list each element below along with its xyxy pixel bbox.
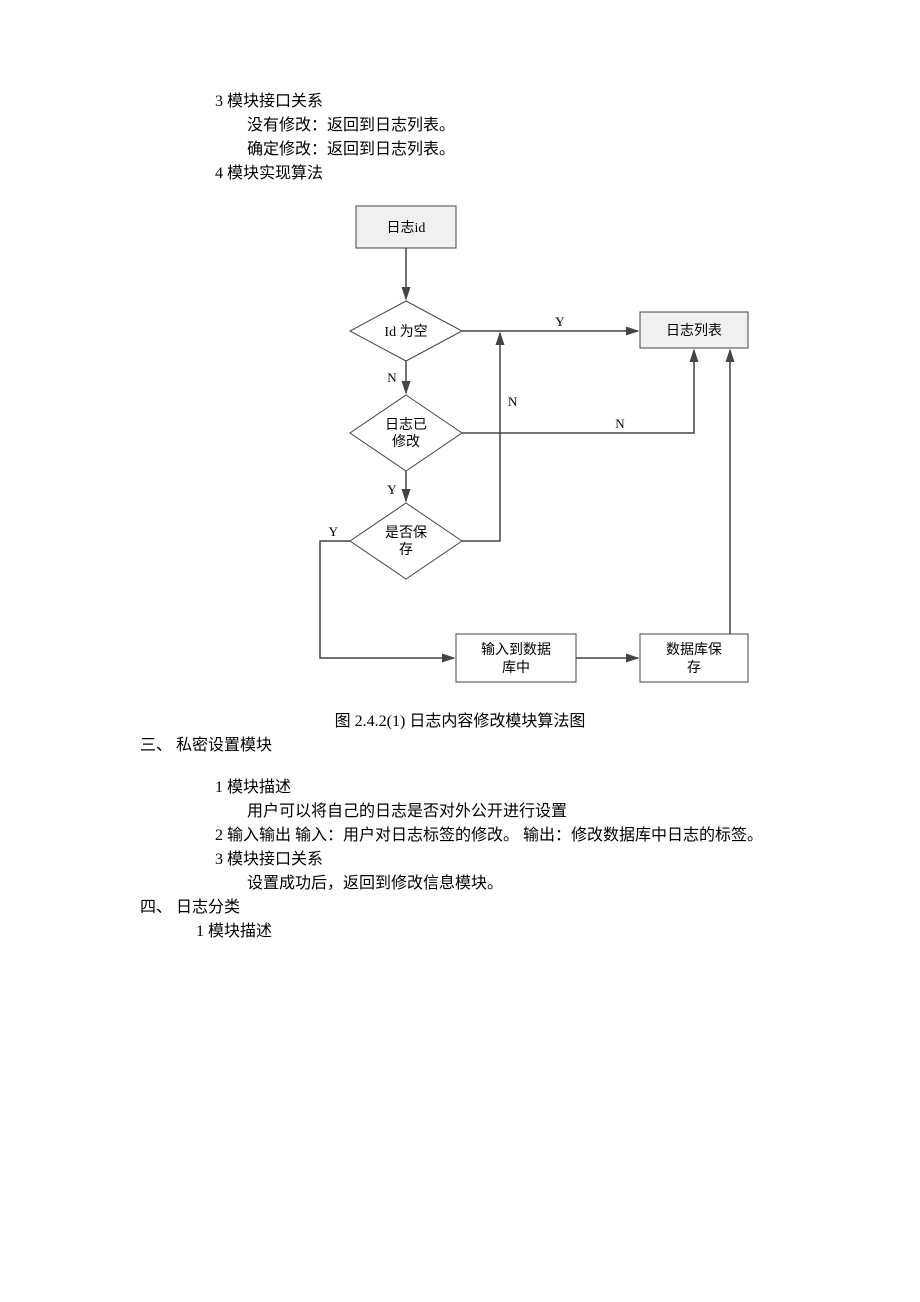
node-d2-label1: 日志已: [385, 417, 427, 433]
node-start-label: 日志id: [387, 220, 426, 236]
module-1-body: 用户可以将自己的日志是否对外公开进行设置: [247, 800, 780, 824]
node-d3-label1: 是否保: [385, 525, 427, 541]
node-d3: [350, 503, 462, 579]
module-1-title: 1 模块描述: [215, 776, 780, 800]
edge-d3-list-label: N: [508, 394, 518, 409]
section-4-title: 4 模块实现算法: [215, 162, 780, 186]
flowchart-svg: 日志id Id 为空 日志列表 Y N 日志已 修改 N Y: [260, 196, 820, 706]
node-d2-label2: 修改: [392, 434, 420, 450]
edge-d2-list: [462, 350, 694, 433]
edge-d2-list-label: N: [615, 416, 625, 431]
section-3-title: 3 模块接口关系: [215, 90, 780, 114]
node-list-label: 日志列表: [666, 323, 722, 339]
module-3-body: 设置成功后，返回到修改信息模块。: [247, 872, 780, 896]
node-p1-label2: 库中: [502, 660, 530, 676]
edge-d3-list: [462, 333, 500, 541]
node-p2-label2: 存: [687, 660, 701, 676]
flowchart-container: 日志id Id 为空 日志列表 Y N 日志已 修改 N Y: [140, 196, 780, 706]
module-3-title: 3 模块接口关系: [215, 848, 780, 872]
section-3-line-2: 确定修改：返回到日志列表。: [247, 138, 780, 162]
section-three-heading: 三、 私密设置模块: [140, 734, 780, 758]
edge-d1-d2-label: N: [387, 370, 397, 385]
edge-d2-d3-label: Y: [387, 482, 397, 497]
module-2-line: 2 输入输出 输入：用户对日志标签的修改。 输出：修改数据库中日志的标签。: [215, 824, 780, 848]
node-p2-label1: 数据库保: [666, 642, 722, 658]
node-d2: [350, 395, 462, 471]
section-four-heading: 四、 日志分类: [140, 896, 780, 920]
node-p1-label1: 输入到数据: [481, 642, 551, 658]
edge-d3-y-label: Y: [329, 524, 339, 539]
section-3-line-1: 没有修改：返回到日志列表。: [247, 114, 780, 138]
node-d3-label2: 存: [399, 542, 413, 558]
edge-d1-list-label: Y: [555, 314, 565, 329]
module-4-title: 1 模块描述: [196, 920, 780, 944]
figure-caption: 图 2.4.2(1) 日志内容修改模块算法图: [140, 710, 780, 734]
node-d1-label: Id 为空: [384, 324, 427, 340]
